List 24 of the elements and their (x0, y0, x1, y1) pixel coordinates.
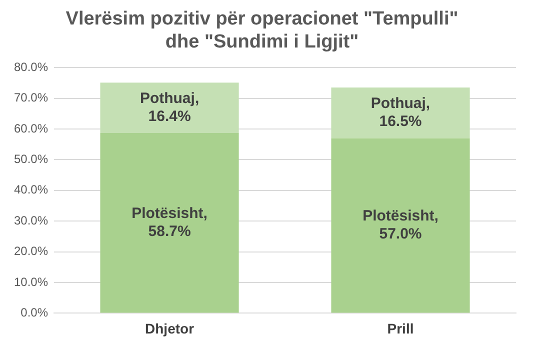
y-tick-label: 70.0% (14, 90, 48, 105)
y-tick-label: 0.0% (20, 306, 48, 320)
x-tick-label: Dhjetor (145, 320, 195, 336)
text: 57.0% (379, 226, 422, 243)
text: 58.7% (148, 222, 191, 240)
bar (100, 132, 239, 313)
y-tick-label: 50.0% (14, 152, 48, 166)
text: Pothuaj, (140, 90, 200, 107)
text: 16.4% (148, 108, 191, 125)
bar (100, 82, 239, 133)
chart-title: Vlerësim pozitiv për operacionet "Tempulli" dhe "Sundimi i Ligjit" (66, 8, 458, 52)
text: Pothuaj, (370, 95, 430, 112)
y-tick-label: 10.0% (14, 274, 48, 289)
y-tick-label: 20.0% (14, 244, 48, 258)
text: Plotësisht, (132, 204, 208, 222)
x-tick-label: Prill (387, 320, 414, 336)
y-tick-label: 30.0% (14, 213, 48, 228)
bar (331, 138, 470, 313)
y-tick-label: 40.0% (14, 182, 48, 197)
y-tick-label: 80.0% (14, 60, 48, 74)
text: Plotësisht, (362, 208, 438, 225)
y-tick-label: 60.0% (14, 121, 48, 136)
bar (331, 88, 470, 138)
text: 16.5% (379, 113, 422, 130)
